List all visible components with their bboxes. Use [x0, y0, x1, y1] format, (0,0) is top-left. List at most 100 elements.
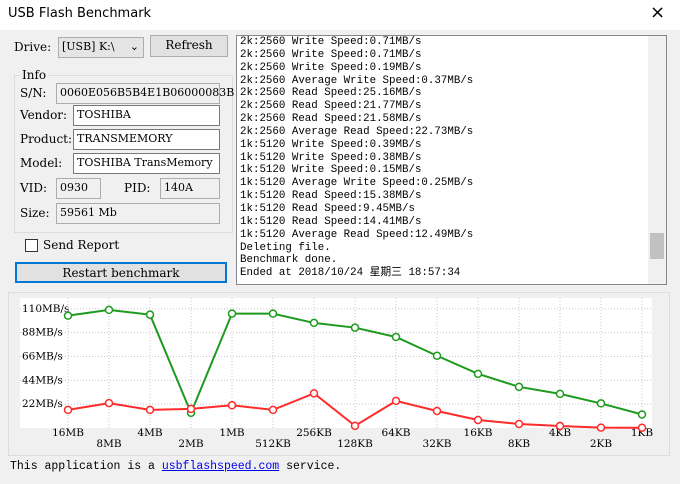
- log-line: 1k:5120 Read Speed:14.41MB/s: [240, 215, 422, 228]
- data-point: [104, 305, 114, 315]
- y-tick-label: 88MB/s: [22, 327, 63, 339]
- scrollbar[interactable]: [648, 36, 666, 284]
- data-point: [186, 404, 196, 414]
- log-line: 1k:5120 Average Write Speed:0.25MB/s: [240, 177, 474, 190]
- y-tick-label: 110MB/s: [22, 303, 69, 315]
- dropdown-arrow: ⌄: [129, 40, 139, 53]
- x-tick-label: 1KB: [631, 427, 654, 439]
- plot-area: [20, 298, 652, 428]
- footer-link[interactable]: usbflashspeed.com: [161, 460, 280, 473]
- x-tick-label: 256KB: [296, 427, 332, 439]
- x-tick-label: 8KB: [508, 438, 531, 450]
- data-point: [555, 421, 565, 431]
- data-point: [268, 405, 278, 415]
- vendor-label: Vendor:: [20, 108, 68, 122]
- x-tick-label: 2MB: [178, 438, 203, 450]
- x-tick-label: 8MB: [96, 438, 121, 450]
- data-point: [391, 332, 401, 342]
- log-line: 2k:2560 Average Write Speed:0.37MB/s: [240, 74, 474, 87]
- log-line: 1k:5120 Average Read Speed:12.49MB/s: [240, 228, 474, 241]
- data-point: [227, 401, 237, 410]
- sn-label: S/N:: [20, 86, 47, 100]
- data-point: [63, 405, 73, 415]
- data-point: [514, 419, 524, 429]
- pid-label: PID:: [124, 181, 151, 195]
- log-line: 1k:5120 Read Speed:15.38MB/s: [240, 190, 422, 203]
- model-field: TOSHIBA TransMemory: [73, 153, 220, 174]
- product-label: Product:: [20, 132, 73, 146]
- x-tick-label: 128KB: [337, 438, 373, 450]
- log-line: 1k:5120 Write Speed:0.39MB/s: [240, 138, 422, 151]
- data-point: [309, 318, 319, 328]
- log-line: Ended at 2018/10/24 星期三 18:57:34: [240, 267, 461, 280]
- y-tick-label: 66MB/s: [22, 351, 63, 363]
- data-point: [596, 399, 606, 408]
- x-tick-label: 16KB: [464, 427, 493, 439]
- refresh-button[interactable]: Refresh: [150, 35, 228, 57]
- log-line: 2k:2560 Write Speed:0.71MB/s: [240, 36, 422, 48]
- size-label: Size:: [20, 206, 50, 220]
- data-point: [145, 310, 155, 319]
- drive-value: [USB] K:\: [62, 40, 115, 53]
- data-point: [596, 423, 606, 432]
- vid-label: VID:: [20, 181, 48, 195]
- data-point: [391, 396, 401, 406]
- data-point: [268, 309, 278, 318]
- window-title: USB Flash Benchmark: [8, 6, 152, 21]
- data-point: [432, 351, 442, 360]
- y-tick-label: 22MB/s: [22, 398, 63, 410]
- x-tick-label: 4KB: [549, 427, 572, 439]
- footer-text-end: service.: [286, 460, 342, 473]
- log-line: 2k:2560 Write Speed:0.71MB/s: [240, 48, 422, 61]
- chart-group: [8, 292, 670, 456]
- x-tick-label: 16MB: [52, 427, 84, 439]
- log-line: 1k:5120 Read Speed:9.45MB/s: [240, 202, 415, 215]
- product-field: TRANSMEMORY: [73, 129, 220, 150]
- x-tick-label: 512KB: [255, 438, 291, 450]
- data-point: [350, 323, 360, 332]
- x-tick-label: 32KB: [423, 438, 452, 450]
- footer: This application is a usbflashspeed.com …: [10, 460, 341, 473]
- data-point: [637, 423, 647, 432]
- log-line: 2k:2560 Read Speed:21.58MB/s: [240, 113, 422, 126]
- restart-button[interactable]: Restart benchmark: [15, 262, 227, 283]
- data-point: [145, 405, 155, 415]
- data-point: [473, 415, 483, 425]
- pid-field: 140A: [160, 178, 220, 199]
- log-line: 1k:5120 Write Speed:0.38MB/s: [240, 151, 422, 164]
- data-point: [432, 406, 442, 416]
- send-report-checkbox[interactable]: [25, 239, 38, 252]
- model-label: Model:: [20, 156, 63, 170]
- log-box: 2k:2560 Write Speed:0.71MB/s 2k:2560 Writ…: [236, 35, 667, 285]
- data-point: [63, 311, 73, 320]
- title-bar: [0, 0, 680, 30]
- data-point: [104, 398, 114, 408]
- x-tick-label: 64KB: [382, 427, 411, 439]
- x-tick-label: 1MB: [219, 427, 244, 439]
- data-point: [350, 421, 360, 431]
- log-line: 1k:5120 Write Speed:0.15MB/s: [240, 164, 422, 177]
- data-point: [227, 309, 237, 318]
- drive-label: Drive:: [14, 40, 52, 54]
- log-line: Benchmark done.: [240, 254, 338, 267]
- data-point: [309, 389, 319, 398]
- log-line: 2k:2560 Write Speed:0.19MB/s: [240, 61, 422, 74]
- scroll-thumb[interactable]: [650, 233, 664, 259]
- vid-field: 0930: [56, 178, 101, 199]
- data-point: [555, 389, 565, 399]
- x-tick-label: 4MB: [137, 427, 162, 439]
- vendor-field: TOSHIBA: [73, 105, 220, 126]
- info-title: Info: [20, 68, 49, 82]
- data-point: [514, 382, 524, 392]
- log-line: 2k:2560 Read Speed:25.16MB/s: [240, 87, 422, 100]
- sn-field: 0060E056B5B4E1B06000083B: [56, 83, 234, 104]
- close-button[interactable]: ×: [650, 2, 666, 23]
- info-group: [14, 75, 233, 233]
- log-line: 2k:2560 Average Read Speed:22.73MB/s: [240, 125, 474, 138]
- data-point: [473, 369, 483, 379]
- send-report-label[interactable]: Send Report: [43, 238, 120, 252]
- log-line: Deleting file.: [240, 241, 331, 254]
- drive-select[interactable]: [USB] K:\ ⌄: [58, 37, 144, 58]
